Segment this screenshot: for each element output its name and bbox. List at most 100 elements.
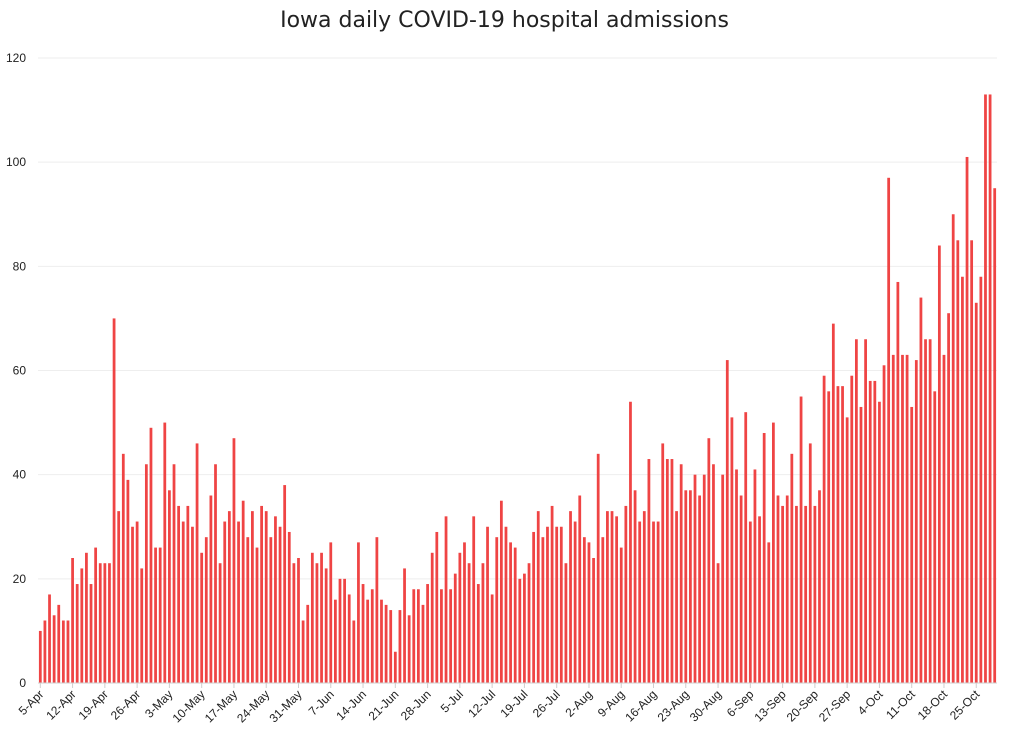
bar: [523, 573, 526, 684]
bar: [951, 214, 955, 683]
bar: [61, 620, 65, 683]
bar: [592, 558, 595, 683]
bar: [57, 604, 61, 684]
bar: [642, 511, 646, 684]
bar: [191, 526, 194, 683]
bar: [412, 589, 416, 683]
bar: [495, 537, 499, 683]
bar: [237, 521, 240, 683]
bar: [615, 516, 619, 683]
bar: [928, 339, 932, 683]
bar: [781, 505, 784, 683]
x-tick-label: 18-Oct: [915, 687, 951, 723]
bar: [214, 464, 217, 683]
bar: [297, 558, 300, 683]
x-tick-label: 26-Jul: [530, 687, 563, 720]
x-tick-label: 5-Jul: [438, 687, 466, 715]
bar: [693, 474, 697, 683]
bar: [246, 537, 250, 683]
bar: [370, 589, 374, 683]
bar: [117, 511, 121, 684]
bar: [278, 526, 282, 683]
y-tick-label: 120: [6, 51, 26, 65]
bar: [744, 412, 748, 683]
bar: [689, 490, 692, 683]
bar: [403, 568, 406, 683]
bar: [467, 563, 471, 683]
x-tick-labels: 5-Apr12-Apr19-Apr26-Apr3-May10-May17-May…: [16, 687, 983, 726]
x-tick-label: 11-Oct: [883, 687, 918, 722]
bar: [799, 396, 803, 683]
bar: [398, 610, 402, 683]
x-tick-label: 19-Jul: [498, 687, 531, 720]
bar: [366, 599, 370, 683]
bar: [435, 531, 439, 683]
bar: [71, 558, 74, 683]
bar: [550, 505, 554, 683]
bar: [154, 547, 157, 683]
bar: [527, 563, 531, 683]
bar: [559, 526, 563, 683]
bar: [974, 302, 978, 683]
bar: [94, 547, 98, 683]
bar: [652, 521, 655, 683]
bar: [144, 464, 148, 683]
bar: [292, 563, 296, 683]
bar: [306, 604, 310, 684]
bar: [582, 537, 586, 683]
bar: [135, 521, 139, 683]
bar: [264, 511, 268, 684]
bar: [255, 547, 259, 683]
bar: [472, 516, 476, 683]
bar: [859, 406, 863, 683]
bar: [629, 401, 632, 683]
bar: [767, 542, 771, 684]
bar: [905, 354, 909, 684]
bar: [444, 516, 448, 683]
bar: [933, 391, 937, 683]
bar: [177, 505, 181, 683]
bar: [421, 604, 425, 684]
bar: [942, 354, 946, 684]
x-tick-label: 12-Jul: [465, 687, 498, 720]
bar: [850, 375, 854, 683]
bar: [536, 511, 540, 684]
bar: [619, 547, 623, 683]
bar: [149, 427, 153, 683]
bar: [347, 594, 351, 683]
bar: [914, 360, 918, 683]
y-tick-label: 20: [13, 572, 27, 586]
bar: [481, 563, 485, 683]
bar: [854, 339, 858, 683]
bar: [961, 276, 964, 683]
bar: [675, 511, 678, 684]
bar: [721, 474, 725, 683]
bar: [121, 453, 125, 683]
bar: [75, 584, 79, 683]
bar: [98, 563, 102, 683]
bar: [126, 479, 130, 684]
bar: [984, 94, 987, 683]
bar: [352, 620, 356, 683]
bar: [48, 594, 51, 683]
bar: [453, 573, 457, 684]
bar: [578, 495, 582, 683]
x-tick-label: 30-Aug: [687, 687, 724, 724]
bar: [85, 552, 88, 683]
bar: [361, 584, 365, 683]
bar: [596, 453, 600, 683]
bar: [334, 599, 337, 683]
bar: [698, 495, 701, 683]
bar: [103, 563, 107, 683]
bar: [108, 563, 111, 683]
bar: [80, 568, 84, 683]
bar: [804, 505, 808, 683]
bar: [476, 584, 480, 683]
bar: [310, 552, 314, 683]
bar: [287, 531, 291, 683]
bar: [430, 552, 434, 683]
bar: [380, 599, 383, 683]
bar: [702, 474, 706, 683]
x-tick-label: 10-May: [170, 687, 208, 725]
bar: [716, 563, 720, 683]
